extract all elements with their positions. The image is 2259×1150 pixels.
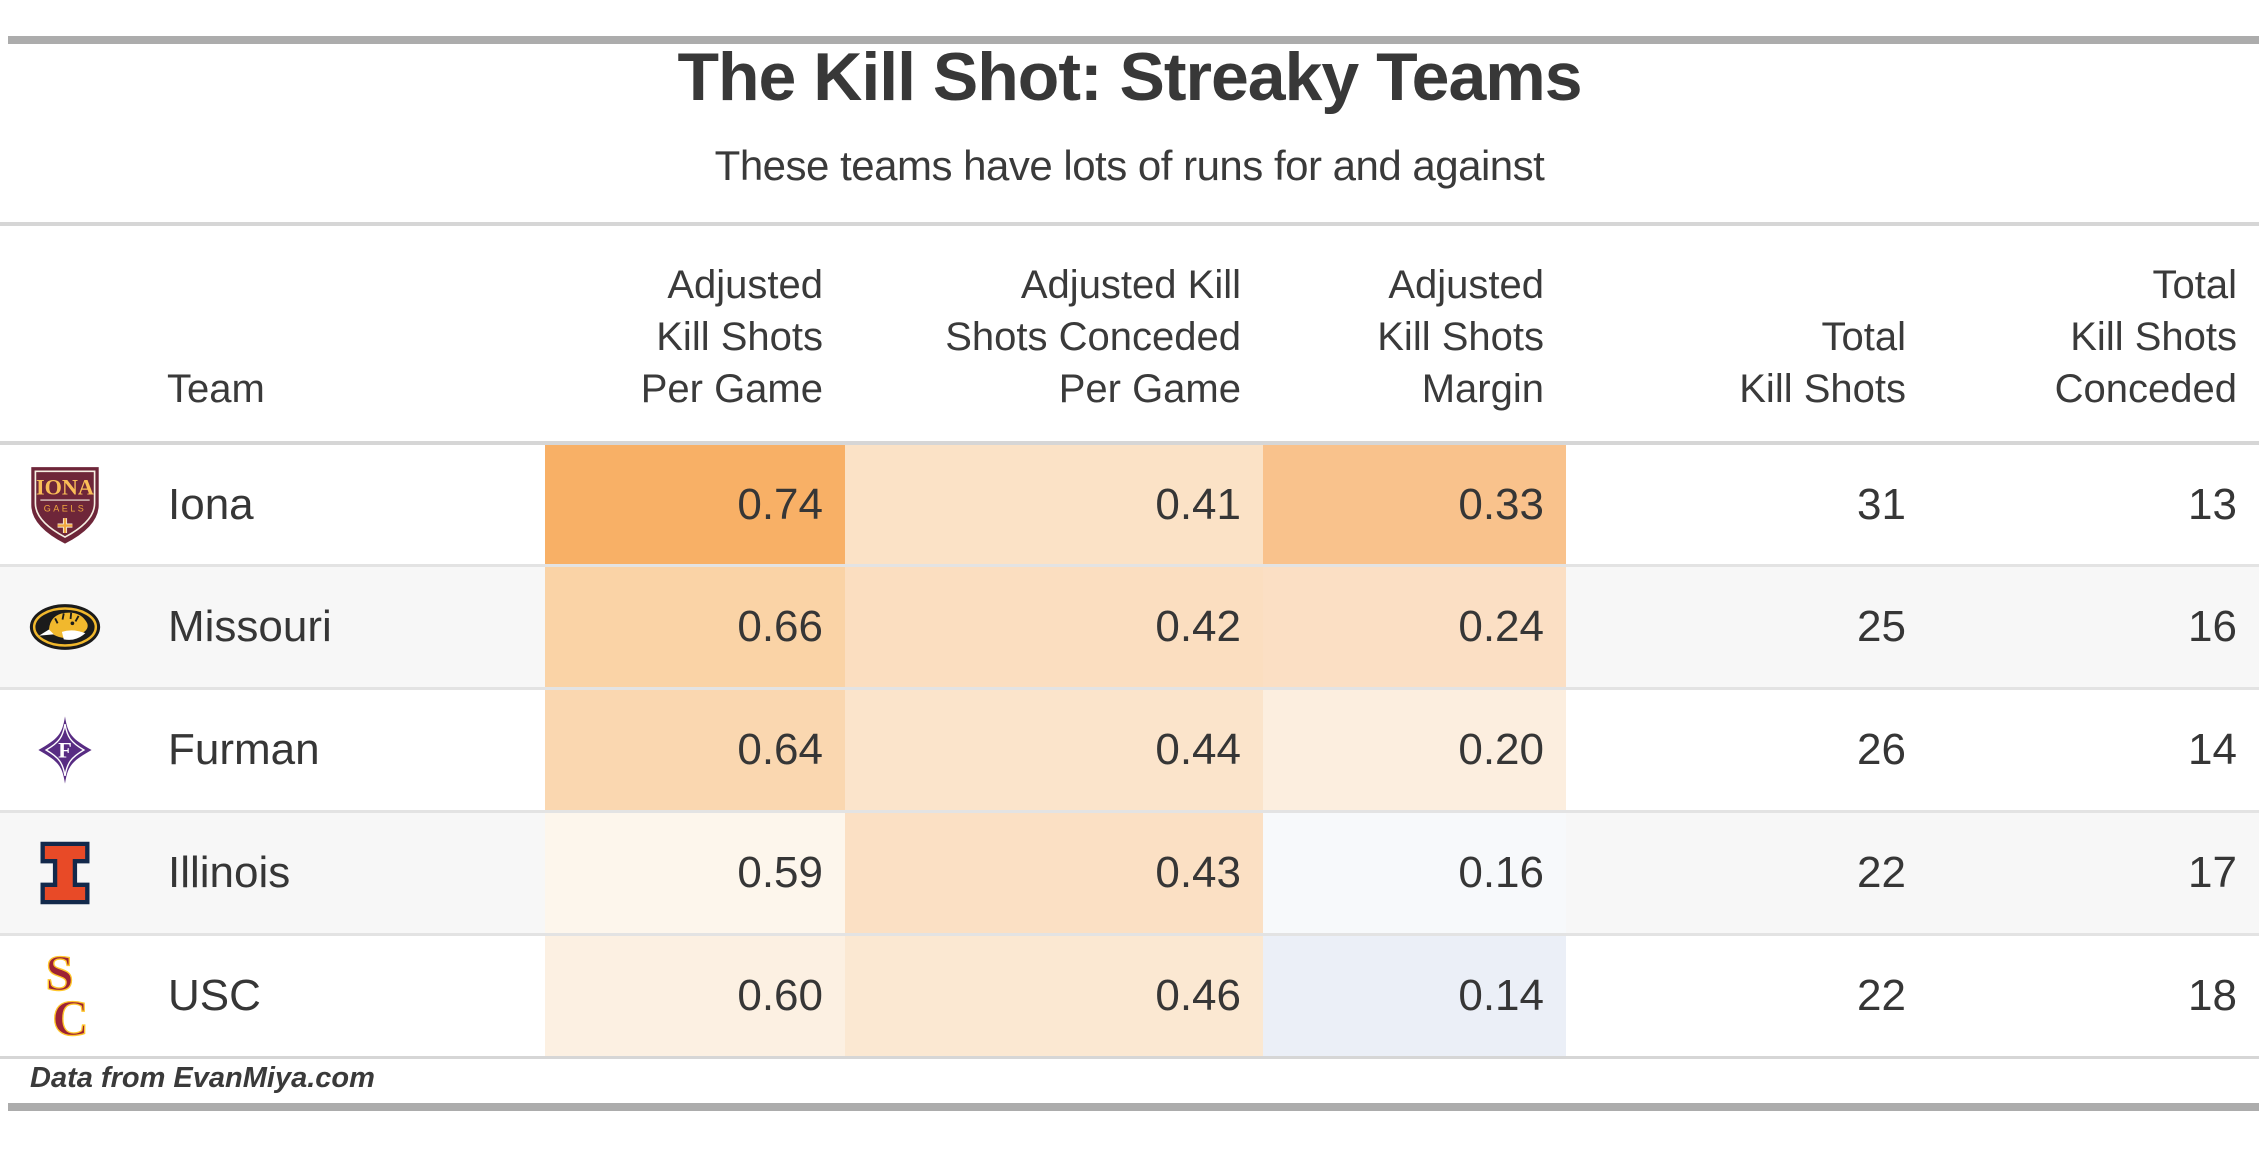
cell-total-kill-shots-conceded: 18 [2188,971,2237,1020]
team-name: Illinois [168,848,291,897]
svg-text:F: F [58,738,72,763]
svg-text:C: C [52,990,88,1045]
column-header-adj-kill-shots-per-game: Adjusted Kill Shots Per Game [640,263,823,411]
table-row-iona: IONA GAELS Iona 0.74 0.41 0.33 31 13 [0,441,2259,564]
team-cell: Illinois [0,813,545,933]
cell-total-kill-shots: 26 [1857,725,1906,774]
footer-rule [0,1056,2259,1059]
svg-text:S: S [46,947,74,1002]
cell-total-kill-shots: 22 [1857,971,1906,1020]
svg-text:GAELS: GAELS [44,503,86,513]
cell-adj-kill-shots-margin: 0.16 [1263,813,1566,933]
cell-adj-kill-shots-conceded-per-game: 0.42 [845,567,1263,687]
team-cell: F Furman [0,690,545,810]
cell-total-kill-shots-conceded: 17 [2188,848,2237,897]
table-row-furman: F Furman 0.64 0.44 0.20 26 14 [0,687,2259,810]
page-subtitle: These teams have lots of runs for and ag… [714,142,1545,189]
bottom-rule [8,1103,2259,1111]
column-header-adj-kill-shots-conceded-per-game: Adjusted Kill Shots Conceded Per Game [945,263,1241,411]
cell-total-kill-shots-conceded: 13 [2188,479,2237,529]
top-rule [8,36,2259,44]
column-header-adj-kill-shots-margin: Adjusted Kill Shots Margin [1377,263,1544,411]
usc-trojans-logo: S C [28,946,102,1046]
team-cell: IONA GAELS Iona [0,445,545,564]
furman-paladins-logo: F [28,700,102,800]
table-row-missouri: Missouri 0.66 0.42 0.24 25 16 [0,564,2259,687]
cell-total-kill-shots-conceded: 14 [2188,725,2237,774]
cell-adj-kill-shots-conceded-per-game: 0.46 [845,936,1263,1056]
cell-adj-kill-shots-per-game: 0.66 [545,567,845,687]
column-header-team: Team [167,367,265,411]
data-table: Team Adjusted Kill Shots Per Game Adjust… [0,226,2259,1056]
cell-total-kill-shots: 25 [1857,602,1906,651]
cell-adj-kill-shots-margin: 0.33 [1263,445,1566,564]
cell-adj-kill-shots-per-game: 0.59 [545,813,845,933]
page-title: The Kill Shot: Streaky Teams [677,39,1582,115]
column-header-total-kill-shots: Total Kill Shots [1739,315,1906,411]
team-name: Missouri [168,602,332,651]
cell-adj-kill-shots-conceded-per-game: 0.43 [845,813,1263,933]
missouri-tigers-logo [28,577,102,677]
cell-adj-kill-shots-conceded-per-game: 0.44 [845,690,1263,810]
data-credit: Data from EvanMiya.com [30,1062,375,1094]
cell-adj-kill-shots-per-game: 0.60 [545,936,845,1056]
team-cell: Missouri [0,567,545,687]
cell-adj-kill-shots-margin: 0.24 [1263,567,1566,687]
column-header-total-kill-shots-conceded: Total Kill Shots Conceded [2054,263,2237,411]
cell-adj-kill-shots-margin: 0.20 [1263,690,1566,810]
cell-adj-kill-shots-margin: 0.14 [1263,936,1566,1056]
table-row-usc: S C USC 0.60 0.46 0.14 22 18 [0,933,2259,1056]
cell-adj-kill-shots-per-game: 0.74 [545,445,845,564]
cell-total-kill-shots: 22 [1857,848,1906,897]
table-row-illinois: Illinois 0.59 0.43 0.16 22 17 [0,810,2259,933]
table-header-row: Team Adjusted Kill Shots Per Game Adjust… [0,226,2259,441]
illinois-fighting-illini-logo [28,823,102,923]
iona-gaels-logo: IONA GAELS [28,455,102,555]
cell-total-kill-shots-conceded: 16 [2188,602,2237,651]
team-name: Iona [168,479,254,529]
cell-total-kill-shots: 31 [1857,479,1906,529]
team-cell: S C USC [0,936,545,1056]
cell-adj-kill-shots-conceded-per-game: 0.41 [845,445,1263,564]
team-name: USC [168,971,261,1020]
team-name: Furman [168,725,320,774]
svg-text:IONA: IONA [36,474,94,499]
cell-adj-kill-shots-per-game: 0.64 [545,690,845,810]
header-rule [0,222,2259,226]
